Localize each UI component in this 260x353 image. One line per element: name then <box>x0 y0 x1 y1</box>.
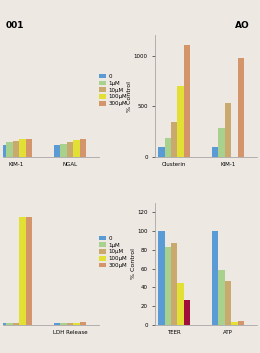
Bar <box>218 127 225 157</box>
Bar <box>54 323 60 325</box>
Bar <box>225 281 231 325</box>
Bar <box>73 323 80 325</box>
Bar <box>178 86 184 157</box>
Bar <box>165 247 171 325</box>
Bar <box>171 243 178 325</box>
Bar <box>6 323 13 325</box>
Text: AO: AO <box>235 21 250 30</box>
Bar <box>80 322 86 325</box>
Bar <box>19 217 26 325</box>
Bar <box>225 103 231 157</box>
Bar <box>67 142 73 157</box>
Bar <box>231 322 238 325</box>
Y-axis label: % Control: % Control <box>127 81 132 112</box>
Bar <box>60 144 67 157</box>
Bar <box>158 231 165 325</box>
Bar <box>26 139 32 157</box>
Bar <box>212 231 218 325</box>
Bar <box>73 140 80 157</box>
Bar <box>13 323 19 325</box>
Bar <box>0 323 6 325</box>
Bar <box>13 141 19 157</box>
Bar <box>67 323 73 325</box>
Bar <box>178 283 184 325</box>
Bar <box>238 58 244 157</box>
Bar <box>184 46 190 157</box>
Bar <box>184 300 190 325</box>
Bar <box>6 142 13 157</box>
Bar <box>212 147 218 157</box>
Bar <box>60 323 67 325</box>
Bar <box>0 145 6 157</box>
Legend: 0, 1μM, 10μM, 100μM, 300μM: 0, 1μM, 10μM, 100μM, 300μM <box>99 74 127 106</box>
Bar <box>171 122 178 157</box>
Bar <box>218 270 225 325</box>
Y-axis label: % Control: % Control <box>131 249 136 279</box>
Bar <box>165 138 171 157</box>
Bar <box>19 139 26 157</box>
Legend: 0, 1μM, 10μM, 100μM, 300μM: 0, 1μM, 10μM, 100μM, 300μM <box>99 235 127 268</box>
Bar <box>80 139 86 157</box>
Text: 001: 001 <box>5 21 24 30</box>
Bar <box>54 145 60 157</box>
Bar <box>26 217 32 325</box>
Bar <box>238 321 244 325</box>
Bar <box>158 147 165 157</box>
